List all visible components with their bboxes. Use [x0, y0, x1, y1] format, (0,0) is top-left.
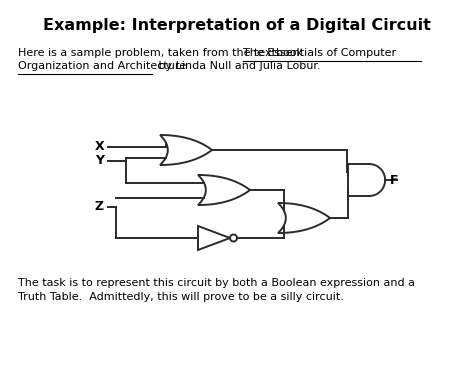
Text: Y: Y	[95, 154, 104, 168]
Circle shape	[230, 234, 237, 242]
Text: Here is a sample problem, taken from the textbook: Here is a sample problem, taken from the…	[18, 48, 307, 58]
Polygon shape	[160, 135, 212, 165]
Polygon shape	[278, 203, 330, 233]
Text: F: F	[390, 173, 399, 187]
Text: Z: Z	[95, 200, 104, 214]
Text: Organization and Architecture: Organization and Architecture	[18, 61, 186, 71]
Polygon shape	[198, 175, 250, 205]
Polygon shape	[198, 226, 230, 250]
Text: by Linda Null and Julia Lobur.: by Linda Null and Julia Lobur.	[155, 61, 320, 71]
Text: The task is to represent this circuit by both a Boolean expression and a
Truth T: The task is to represent this circuit by…	[18, 278, 415, 302]
Text: X: X	[94, 141, 104, 154]
Text: Example: Interpretation of a Digital Circuit: Example: Interpretation of a Digital Cir…	[43, 18, 431, 33]
Text: The Essentials of Computer: The Essentials of Computer	[243, 48, 396, 58]
